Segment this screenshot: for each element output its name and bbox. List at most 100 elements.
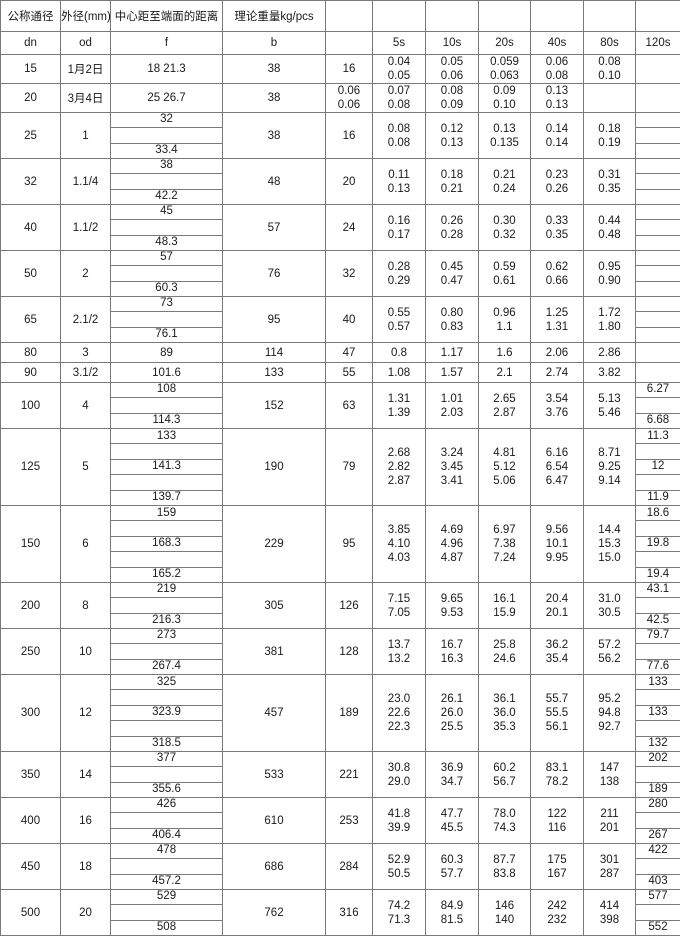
cell-dn: 400: [1, 798, 61, 844]
cell-120s-line-0: 0.95: [598, 260, 620, 274]
cell-40s-line-0: 0.59: [493, 260, 515, 274]
cell-5s-line-0: 189: [339, 706, 358, 720]
cell-last-part-2: 77.6: [636, 660, 680, 674]
cell-120s-line-1: 94.8: [598, 706, 620, 720]
cell-40s-line-1: 0.10: [493, 98, 515, 112]
cell-dn: 25: [1, 113, 61, 159]
cell-120s-line-2: 92.7: [598, 720, 620, 734]
cell-80s-line-2: 6.47: [546, 474, 568, 488]
cell-5s-line-0: 32: [343, 267, 356, 281]
cell-120s-line-0: 147: [600, 761, 619, 775]
cell-dn: 32: [1, 159, 61, 205]
cell-b: 610: [223, 798, 326, 844]
cell-od: 18: [61, 844, 111, 890]
cell-f-part-1: [111, 905, 222, 920]
cell-20s-line-2: 3.41: [441, 474, 463, 488]
cell-dn: 200: [1, 583, 61, 629]
cell-b: 229: [223, 506, 326, 583]
cell-last-part-0: 202: [636, 752, 680, 767]
cell-40s-line-2: 7.24: [493, 551, 515, 565]
cell-last-part-3: [636, 475, 680, 490]
cell-f-part-1: [111, 220, 222, 235]
cell-f-part-1: [111, 598, 222, 613]
cell-80s-line-1: 0.14: [546, 136, 568, 150]
cell-od: 3: [61, 343, 111, 363]
cell-f-part-3: [111, 721, 222, 736]
cell-b: 133: [223, 363, 326, 383]
cell-f: 89: [111, 343, 223, 363]
cell-10s-line-0: 13.7: [388, 638, 410, 652]
cell-40s-line-1: 24.6: [493, 652, 515, 666]
header-symbol-0: dn: [1, 32, 61, 55]
cell-last-part-2: [636, 190, 680, 204]
cell-20s-line-1: 2.03: [441, 406, 463, 420]
cell-f-part-0: 219: [111, 583, 222, 598]
cell-f-part-0: 377: [111, 752, 222, 767]
cell-last-part-0: 18.6: [636, 506, 680, 521]
cell-last-part-1: [636, 644, 680, 659]
cell-b: 152: [223, 383, 326, 429]
cell-f-part-2: 457.2: [111, 875, 222, 889]
header-symbol-5: 5s: [373, 32, 426, 55]
cell-od: 1.1/2: [61, 205, 111, 251]
header-title-6: [426, 1, 479, 32]
cell-b: 48: [223, 159, 326, 205]
cell-20s: 1.17: [426, 343, 479, 363]
cell-10s-line-0: 0.8: [391, 346, 407, 360]
cell-40s-line-1: 0.24: [493, 182, 515, 196]
cell-80s-line-0: 0.33: [546, 214, 568, 228]
cell-od: 4: [61, 383, 111, 429]
cell-dn: 350: [1, 752, 61, 798]
cell-5s: 16: [326, 113, 373, 159]
cell-80s-line-1: 10.1: [546, 537, 568, 551]
cell-last: 202 189: [636, 752, 680, 798]
cell-120s-line-1: 398: [600, 913, 619, 927]
cell-od: 1.1/4: [61, 159, 111, 205]
cell-40s-line-0: 4.81: [493, 446, 515, 460]
cell-10s-line-1: 7.05: [388, 606, 410, 620]
cell-40s-line-0: 78.0: [493, 807, 515, 821]
cell-f-part-4: 318.5: [111, 737, 222, 751]
cell-20s-line-0: 60.3: [441, 853, 463, 867]
cell-120s-line-1: 0.10: [598, 69, 620, 83]
cell-last-part-2: 133: [636, 706, 680, 721]
cell-5s: 316: [326, 890, 373, 936]
cell-80s-line-0: 55.7: [546, 692, 568, 706]
cell-20s-line-0: 16.7: [441, 638, 463, 652]
cell-last-part-2: 189: [636, 783, 680, 797]
cell-f-part-1: [111, 813, 222, 828]
header-title-7: [479, 1, 531, 32]
cell-80s-line-1: 0.66: [546, 274, 568, 288]
cell-5s: 16: [326, 55, 373, 84]
cell-20s-line-0: 0.05: [441, 55, 463, 69]
cell-40s-line-0: 2.1: [497, 366, 513, 380]
cell-10s-line-0: 41.8: [388, 807, 410, 821]
cell-5s-line-0: 0.06: [338, 84, 360, 98]
cell-last-part-2: 19.8: [636, 537, 680, 552]
cell-f-part-4: 139.7: [111, 491, 222, 505]
cell-f-part-1: [111, 398, 222, 413]
cell-20s-line-0: 1.17: [441, 346, 463, 360]
cell-120s-line-1: 287: [600, 867, 619, 881]
cell-5s: 221: [326, 752, 373, 798]
